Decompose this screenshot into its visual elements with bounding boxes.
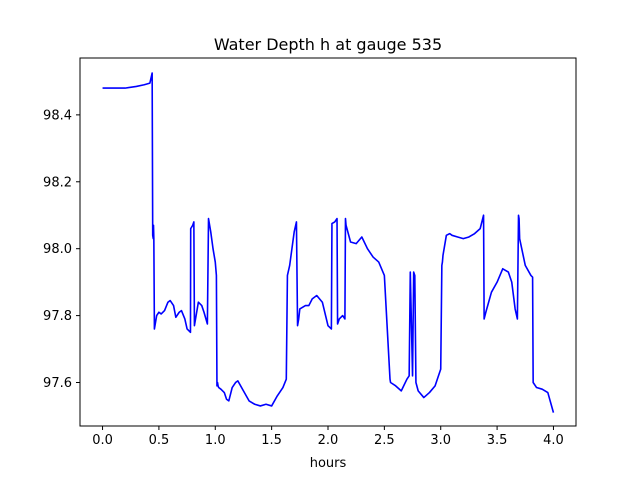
- y-tick-label: 97.8: [43, 309, 72, 324]
- x-tick-label: 1.0: [205, 433, 226, 448]
- x-axis-label: hours: [310, 456, 347, 471]
- x-tick-label: 1.5: [261, 433, 282, 448]
- y-tick-label: 98.2: [43, 175, 72, 190]
- y-tick-label: 98.0: [43, 242, 72, 257]
- x-tick-label: 2.0: [318, 433, 339, 448]
- x-tick-label: 0.0: [92, 433, 113, 448]
- x-tick-label: 3.5: [487, 433, 508, 448]
- x-tick-label: 3.0: [430, 433, 451, 448]
- x-axis: 0.0 0.5 1.0 1.5 2.0 2.5 3.0 3.5 4.0: [92, 426, 564, 448]
- plot-lines: [102, 72, 555, 413]
- y-tick-label: 97.6: [43, 376, 72, 391]
- chart-title: Water Depth h at gauge 535: [214, 35, 442, 54]
- x-tick-label: 0.5: [149, 433, 170, 448]
- y-tick-label: 98.4: [43, 108, 72, 123]
- x-tick-label: 4.0: [543, 433, 564, 448]
- series-line-1: [102, 72, 555, 413]
- y-axis: 97.6 97.8 98.0 98.2 98.4: [43, 108, 80, 391]
- x-tick-label: 2.5: [374, 433, 395, 448]
